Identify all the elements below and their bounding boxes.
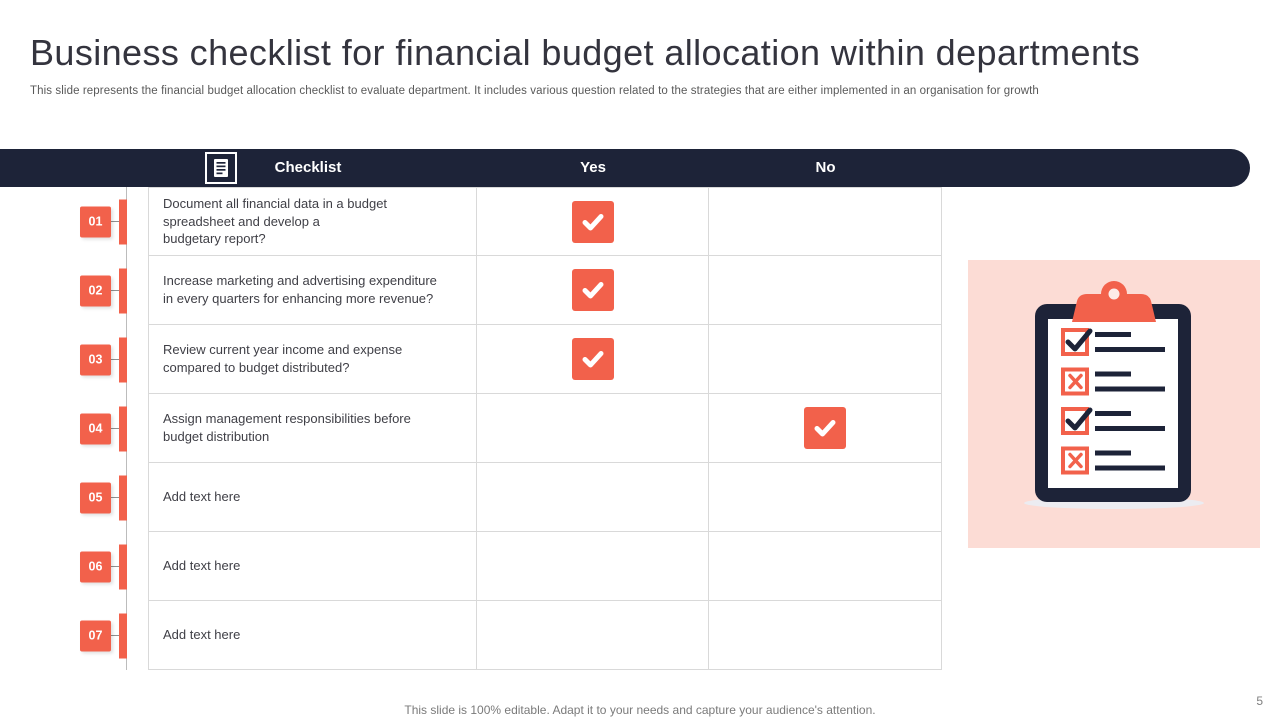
page-number: 5 [1256, 694, 1263, 708]
column-header-checklist: Checklist [274, 159, 342, 176]
row-marker: 03 [70, 325, 148, 394]
row-marker: 01 [70, 187, 148, 256]
no-cell [709, 256, 942, 325]
row-accent-bar [119, 613, 127, 658]
illustration-panel [968, 260, 1260, 548]
row-marker: 04 [70, 394, 148, 463]
table-row: 02 Increase marketing and advertising ex… [70, 256, 942, 325]
table-row: 01 Document all financial data in a budg… [70, 187, 942, 256]
yes-cell [477, 256, 709, 325]
checklist-question-cell: Assign management responsibilities befor… [148, 394, 477, 463]
checklist-clipboard-icon [205, 152, 237, 184]
yes-check-icon [571, 200, 614, 243]
slide-footer-note: This slide is 100% editable. Adapt it to… [404, 703, 876, 717]
row-accent-bar [119, 406, 127, 451]
checklist-question-cell: Document all financial data in a budget … [148, 187, 477, 256]
row-number-badge: 03 [80, 344, 111, 375]
row-accent-bar [119, 337, 127, 382]
row-accent-bar [119, 544, 127, 589]
row-accent-bar [119, 199, 127, 244]
checklist-question-cell: Add text here [148, 532, 477, 601]
checklist-table: 01 Document all financial data in a budg… [70, 187, 942, 670]
row-number-badge: 05 [80, 482, 111, 513]
row-number-badge: 07 [80, 620, 111, 651]
table-row: 05 Add text here [70, 463, 942, 532]
no-cell [709, 325, 942, 394]
yes-check-icon [571, 338, 614, 380]
row-number-badge: 02 [80, 275, 111, 306]
page-title: Business checklist for financial budget … [30, 32, 1141, 73]
no-cell [709, 187, 942, 256]
checklist-question-cell: Add text here [148, 463, 477, 532]
clipboard-checklist-illustration [1024, 281, 1204, 509]
yes-cell [477, 187, 709, 256]
row-number-badge: 06 [80, 551, 111, 582]
yes-cell [477, 394, 709, 463]
checklist-question-cell: Add text here [148, 601, 477, 670]
row-marker: 05 [70, 463, 148, 532]
column-header-no: No [815, 159, 836, 176]
no-cell [709, 532, 942, 601]
row-accent-bar [119, 268, 127, 313]
row-marker: 07 [70, 601, 148, 670]
row-number-badge: 01 [80, 206, 111, 237]
table-row: 04 Assign management responsibilities be… [70, 394, 942, 463]
table-row: 07 Add text here [70, 601, 942, 670]
row-marker: 02 [70, 256, 148, 325]
table-row: 06 Add text here [70, 532, 942, 601]
no-check-icon [804, 407, 846, 449]
no-cell [709, 601, 942, 670]
yes-cell [477, 601, 709, 670]
row-number-badge: 04 [80, 413, 111, 444]
yes-cell [477, 325, 709, 394]
row-marker: 06 [70, 532, 148, 601]
table-header-bar: Checklist Yes No [0, 149, 1250, 187]
no-cell [709, 394, 942, 463]
column-header-yes: Yes [580, 159, 606, 176]
yes-cell [477, 532, 709, 601]
table-row: 03 Review current year income and expens… [70, 325, 942, 394]
row-accent-bar [119, 475, 127, 520]
yes-check-icon [571, 269, 614, 311]
no-cell [709, 463, 942, 532]
page-subtitle: This slide represents the financial budg… [30, 85, 1039, 97]
checklist-question-cell: Increase marketing and advertising expen… [148, 256, 477, 325]
yes-cell [477, 463, 709, 532]
checklist-question-cell: Review current year income and expense c… [148, 325, 477, 394]
